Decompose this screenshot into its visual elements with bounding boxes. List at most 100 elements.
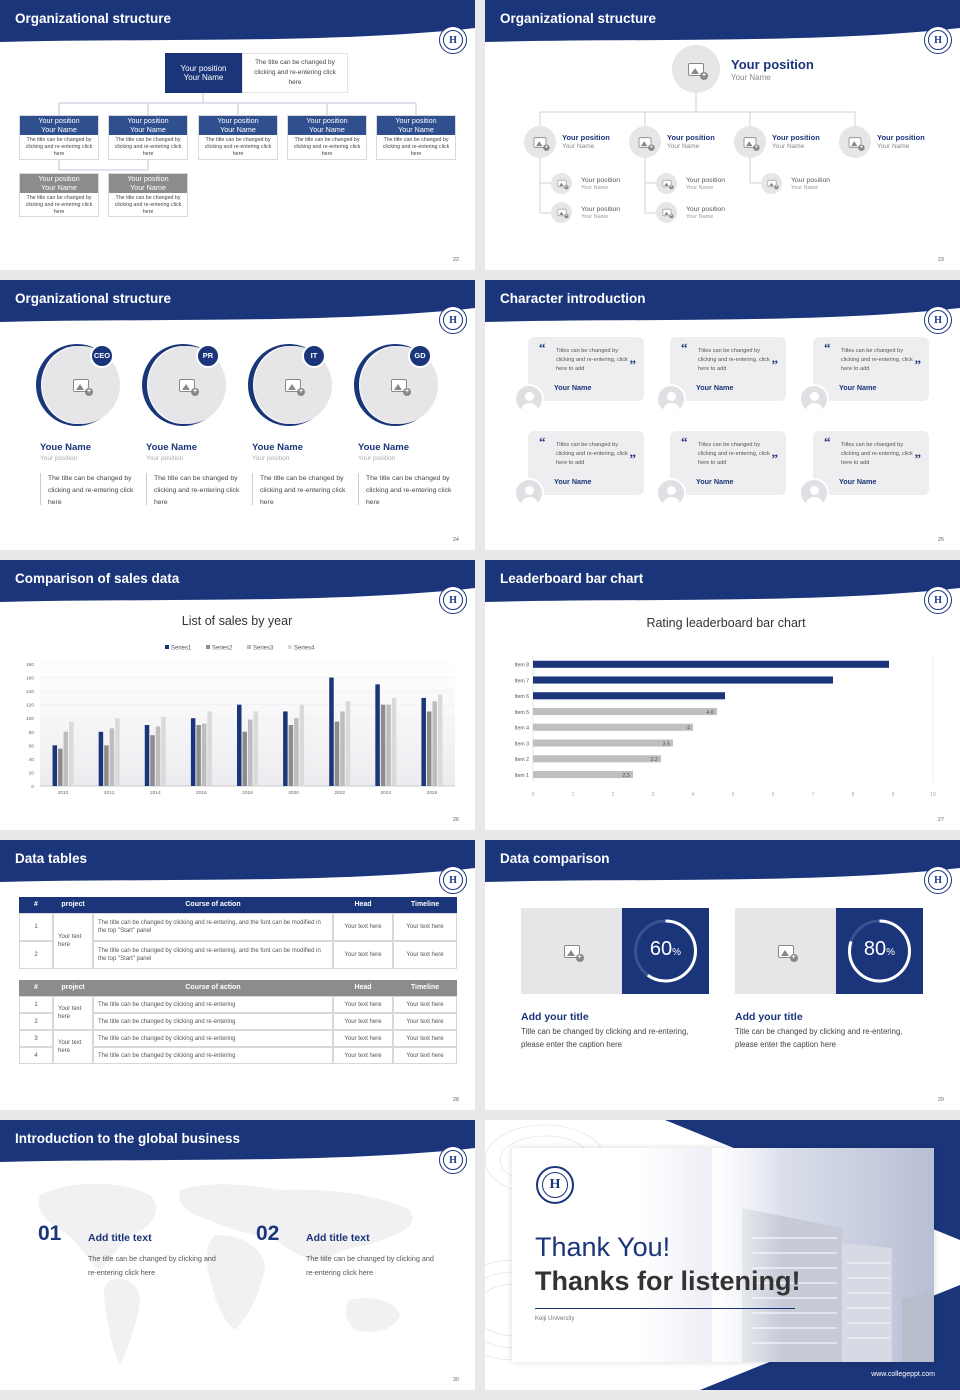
bar: [533, 723, 693, 731]
member-position: Your position: [306, 116, 348, 125]
member-name: Your Name: [877, 143, 910, 150]
table-cell-index: 1: [19, 913, 53, 941]
avatar-body: [663, 403, 680, 412]
table-cell-head: Your text here: [333, 1013, 393, 1030]
org-member-header: Your position Your Name: [109, 116, 187, 135]
testimonial-name: Your Name: [696, 477, 734, 486]
table-cell-project-text: Your text here: [58, 934, 82, 948]
slide-26[interactable]: Comparison of sales data H List of sales…: [0, 560, 475, 830]
table-header-cell: Head: [333, 897, 393, 913]
slide-30[interactable]: Introduction to the global business H 01…: [0, 1120, 475, 1390]
slide-31[interactable]: H Thank You! Thanks for listening! Keiji…: [485, 1120, 960, 1390]
table-cell-head-text: Your text here: [344, 952, 382, 958]
progress-ring: [848, 919, 911, 983]
image-placeholder[interactable]: [521, 908, 622, 994]
table-cell-action-text: The title can be changed by clicking and…: [98, 1018, 236, 1025]
member-photo-placeholder[interactable]: [551, 173, 572, 194]
bar: [533, 692, 725, 700]
member-position: Your position: [395, 116, 437, 125]
member-position: Your position: [217, 116, 259, 125]
top-photo-placeholder[interactable]: [672, 45, 720, 93]
member-photo-placeholder[interactable]: [656, 173, 677, 194]
website-url[interactable]: www.collegeppt.com: [871, 1371, 935, 1378]
slide-27[interactable]: Leaderboard bar chart H Rating leaderboa…: [485, 560, 960, 830]
org-member-box[interactable]: Your position Your Name The title can be c…: [108, 115, 188, 160]
quote-open-icon: “: [681, 340, 688, 355]
profile-ring: [142, 344, 224, 426]
org-top-box[interactable]: Your position Your Name: [165, 53, 242, 93]
testimonial-card[interactable]: “ Titles can be changed by clicking and r…: [670, 337, 786, 401]
page-number: 26: [452, 817, 459, 823]
slide-28[interactable]: Data tables H # project Course of action He…: [0, 840, 475, 1110]
slide-header: Leaderboard bar chart: [485, 560, 960, 606]
member-desc: The title can be changed by clicking and…: [293, 137, 361, 157]
member-position: Your position: [581, 177, 621, 184]
x-tick-label: 2: [612, 792, 615, 798]
member-photo-placeholder[interactable]: [656, 202, 677, 223]
testimonial-card[interactable]: “ Titles can be changed by clicking and r…: [670, 431, 786, 495]
bar: [161, 716, 166, 786]
member-photo-placeholder[interactable]: [524, 126, 556, 158]
data-label: 3.2: [650, 757, 658, 763]
x-tick-label: 10: [930, 792, 936, 798]
org-member-box[interactable]: Your position Your Name The title can be c…: [376, 115, 456, 160]
org-member-box[interactable]: Your position Your Name The title can be c…: [198, 115, 278, 160]
quote-close-icon: ”: [771, 451, 779, 466]
bar: [334, 721, 340, 786]
member-name: Your Name: [220, 124, 256, 134]
member-position: Your position: [38, 174, 80, 183]
data-label: 4.6: [706, 710, 714, 716]
bar: [533, 755, 661, 763]
table-cell-project-text: Your text here: [58, 1006, 82, 1020]
slide-25[interactable]: Character introduction H “ Titles can be …: [485, 280, 960, 550]
member-photo-placeholder[interactable]: [761, 173, 782, 194]
testimonial-card[interactable]: “ Titles can be changed by clicking and r…: [528, 337, 644, 401]
table-cell-action: The title can be changed by clicking and…: [93, 1030, 333, 1047]
university-seal-icon: H: [439, 1146, 467, 1174]
percent-number: 80: [863, 938, 887, 960]
image-placeholder-icon: [688, 62, 708, 80]
testimonial-card[interactable]: “ Titles can be changed by clicking and r…: [528, 431, 644, 495]
profile-photo-placeholder[interactable]: [42, 346, 120, 424]
slide-22[interactable]: Organizational structure H Your position…: [0, 0, 475, 270]
org-member-box[interactable]: Your position Your Name The title can be c…: [19, 115, 99, 160]
member-desc: The title can be changed by clicking and…: [25, 195, 93, 215]
testimonial-name: Your Name: [554, 477, 592, 486]
y-tick-label: Item 6: [515, 694, 530, 700]
slide-24[interactable]: Organizational structure H CEO Youe Name Y…: [0, 280, 475, 550]
member-position: Your position: [877, 133, 925, 142]
university-name: Keiji University: [535, 1316, 575, 1322]
org-connectors: [539, 93, 856, 214]
member-photo-placeholder[interactable]: [734, 126, 766, 158]
university-seal-icon: H: [924, 306, 952, 334]
org-member-box[interactable]: Your position Your Name The title can be c…: [108, 173, 188, 217]
slide-23[interactable]: Organizational structure H Your position…: [485, 0, 960, 270]
page-number: 27: [937, 817, 944, 823]
y-tick-label: 20: [29, 770, 35, 776]
legend-label: Series3: [253, 646, 274, 652]
member-photo-placeholder[interactable]: [629, 126, 661, 158]
table-cell-action: The title can be changed by clicking and…: [93, 996, 333, 1013]
data-label: 2.5: [622, 773, 630, 779]
testimonial-card[interactable]: “ Titles can be changed by clicking and r…: [813, 431, 929, 495]
item-title: Add title text: [88, 1232, 152, 1244]
org-member-box[interactable]: Your position Your Name The title can be c…: [287, 115, 367, 160]
item-title: Add your title: [735, 1011, 803, 1023]
quote-close-icon: ”: [914, 357, 922, 372]
x-tick-label: 9: [892, 792, 895, 798]
y-tick-label: 40: [29, 757, 35, 763]
percent-value: 80%: [836, 938, 923, 961]
member-photo-placeholder[interactable]: [551, 202, 572, 223]
member-photo-placeholder[interactable]: [839, 126, 871, 158]
image-placeholder[interactable]: [735, 908, 836, 994]
profile-photo-placeholder[interactable]: [360, 346, 438, 424]
testimonial-card[interactable]: “ Titles can be changed by clicking and r…: [813, 337, 929, 401]
item-number: 02: [256, 1222, 280, 1245]
university-seal-icon: H: [439, 866, 467, 894]
table-cell-timeline-text: Your text here: [406, 1001, 444, 1008]
role-badge: IT: [302, 344, 326, 368]
org-member-box[interactable]: Your position Your Name The title can be c…: [19, 173, 99, 217]
image-placeholder-icon: [743, 136, 760, 151]
slide-29[interactable]: Data comparison H 60% Add your title Title…: [485, 840, 960, 1110]
image-placeholder-icon: [767, 179, 779, 190]
